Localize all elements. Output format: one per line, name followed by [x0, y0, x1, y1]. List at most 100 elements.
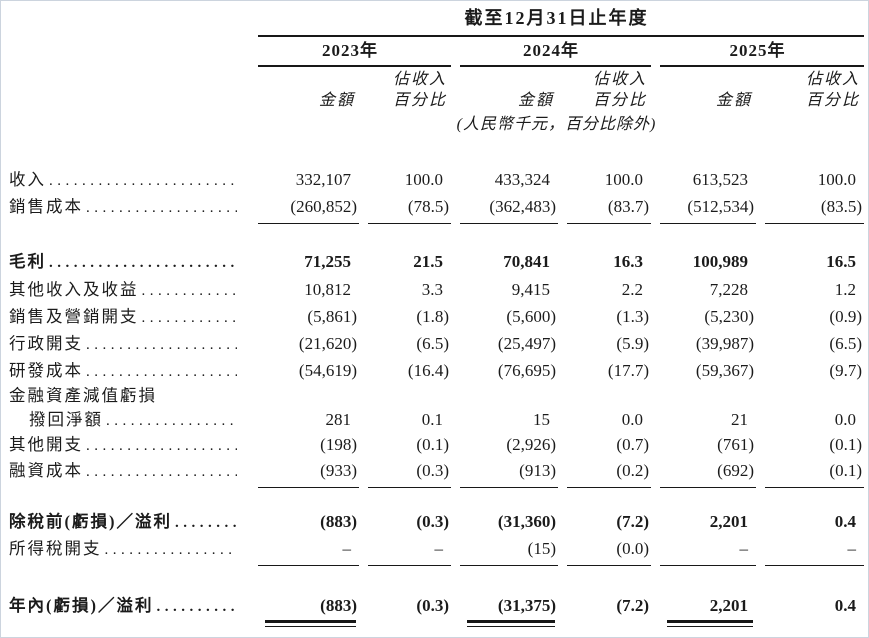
row-profit-for-year: 年內(虧損)／溢利...............................… [9, 592, 864, 619]
income-tax-amount-2023: – [342, 539, 352, 558]
row-income-tax: 所得稅開支...................................… [9, 536, 864, 562]
row-cost-of-sales-label: 銷售成本 [9, 197, 83, 216]
rd-costs-pct-2024: (17.7) [607, 361, 649, 380]
admin-expenses-pct-2023: (6.5) [416, 334, 449, 353]
other-income-pct-2025: 1.2 [834, 280, 856, 299]
rd-costs-amount-2025: (59,367) [695, 361, 754, 380]
finance-costs-pct-2024: (0.2) [616, 461, 649, 480]
row-impairment-header-label: 金融資產減值虧損 [9, 386, 157, 405]
leader-dots: ........................................… [156, 599, 238, 615]
impairment-reversal-amount-2023: 281 [325, 410, 352, 429]
other-expenses-pct-2023: (0.1) [416, 435, 449, 454]
year-2024-label: 2024年 [523, 41, 579, 60]
subheader-row-2: 金額 百分比 金額 百分比 金額 百分比 [9, 90, 864, 113]
other-income-amount-2023: 10,812 [304, 280, 351, 299]
double-rule-amount-2023 [249, 619, 359, 628]
unit-note: (人民幣千元，百分比除外) [456, 116, 657, 133]
cost-of-sales-pct-2023: (78.5) [407, 197, 449, 216]
gross-profit-pct-2024: 16.3 [613, 252, 643, 271]
row-selling-marketing-label: 銷售及營銷開支 [9, 307, 139, 326]
row-revenue: 收入......................................… [9, 166, 864, 193]
impairment-reversal-amount-2025: 21 [731, 410, 748, 429]
table-header-period: 截至12月31日止年度 [9, 6, 864, 33]
period-title-rule [249, 33, 864, 39]
revenue-amount-2024: 433,324 [494, 170, 550, 189]
leader-dots: ........................................… [49, 255, 237, 271]
row-impairment-header: 金融資產減值虧損 [9, 384, 864, 408]
leader-dots: ........................................… [175, 515, 237, 531]
double-rule-amount-2025 [651, 619, 756, 628]
admin-expenses-pct-2024: (5.9) [616, 334, 649, 353]
subheader-row-1: 佔收入 佔收入 佔收入 [9, 70, 864, 90]
finance-costs-amount-2025: (692) [717, 461, 754, 480]
year-header-row: 2023年 2024年 2025年 [9, 39, 864, 65]
admin-expenses-pct-2025: (6.5) [829, 334, 862, 353]
impairment-reversal-pct-2023: 0.1 [421, 410, 443, 429]
rd-costs-pct-2023: (16.4) [407, 361, 449, 380]
pct-header-line1-2023: 佔收入 [392, 71, 447, 88]
other-income-pct-2023: 3.3 [421, 280, 443, 299]
amount-header-2025: 金額 [715, 92, 752, 109]
gross-profit-amount-2024: 70,841 [503, 252, 550, 271]
cost-of-sales-pct-2024: (83.7) [607, 197, 649, 216]
subtotal-rule-row-3 [9, 562, 864, 570]
leader-dots: ........................................… [104, 542, 238, 558]
row-gross-profit-label: 毛利 [9, 252, 46, 271]
other-income-pct-2024: 2.2 [621, 280, 643, 299]
leader-dots: ........................................… [86, 200, 237, 216]
leader-dots: ........................................… [106, 413, 237, 429]
row-profit-for-year-label: 年內(虧損)／溢利 [9, 596, 154, 615]
profit-for-year-pct-2024: (7.2) [616, 596, 649, 615]
leader-dots: ........................................… [141, 283, 238, 299]
income-tax-amount-2025: – [739, 539, 749, 558]
revenue-amount-2025: 613,523 [692, 170, 748, 189]
selling-marketing-amount-2023: (5,861) [307, 307, 357, 326]
other-expenses-amount-2024: (2,926) [506, 435, 556, 454]
impairment-reversal-pct-2024: 0.0 [621, 410, 643, 429]
finance-costs-pct-2023: (0.3) [416, 461, 449, 480]
finance-costs-amount-2023: (933) [320, 461, 357, 480]
pct-header-line2-2024: 百分比 [592, 92, 647, 109]
row-gross-profit: 毛利......................................… [9, 248, 864, 276]
leader-dots: ........................................… [49, 173, 237, 189]
row-selling-marketing: 銷售及營銷開支.................................… [9, 303, 864, 330]
subtotal-rule-row-2 [9, 484, 864, 492]
gross-profit-amount-2023: 71,255 [304, 252, 351, 271]
period-title-rule-row [9, 33, 864, 39]
profit-for-year-pct-2025: 0.4 [834, 596, 856, 615]
finance-costs-amount-2024: (913) [519, 461, 556, 480]
profit-for-year-amount-2023: (883) [320, 596, 357, 615]
row-finance-costs: 融資成本....................................… [9, 458, 864, 484]
finance-costs-pct-2025: (0.1) [829, 461, 862, 480]
gross-profit-pct-2025: 16.5 [826, 252, 856, 271]
row-revenue-label: 收入 [9, 170, 46, 189]
income-tax-amount-2024: (15) [527, 539, 556, 558]
grand-total-rule-row [9, 619, 864, 628]
cost-of-sales-amount-2024: (362,483) [489, 197, 556, 216]
cost-of-sales-pct-2025: (83.5) [820, 197, 862, 216]
rd-costs-amount-2024: (76,695) [497, 361, 556, 380]
impairment-reversal-pct-2025: 0.0 [834, 410, 856, 429]
selling-marketing-pct-2023: (1.8) [416, 307, 449, 326]
admin-expenses-amount-2023: (21,620) [298, 334, 357, 353]
admin-expenses-amount-2024: (25,497) [497, 334, 556, 353]
revenue-pct-2023: 100.0 [404, 170, 443, 189]
year-2023-rule [249, 65, 451, 70]
period-title: 截至12月31日止年度 [464, 8, 649, 28]
other-expenses-amount-2023: (198) [320, 435, 357, 454]
row-profit-before-tax-label: 除稅前(虧損)／溢利 [9, 512, 172, 531]
profit-before-tax-pct-2024: (7.2) [616, 512, 649, 531]
pct-header-line2-2023: 百分比 [392, 92, 447, 109]
year-2024-rule [451, 65, 651, 70]
rd-costs-amount-2023: (54,619) [298, 361, 357, 380]
revenue-pct-2024: 100.0 [604, 170, 643, 189]
row-profit-before-tax: 除稅前(虧損)／溢利..............................… [9, 508, 864, 536]
impairment-reversal-amount-2024: 15 [533, 410, 550, 429]
leader-dots: ........................................… [141, 310, 238, 326]
selling-marketing-amount-2024: (5,600) [506, 307, 556, 326]
row-other-income-label: 其他收入及收益 [9, 280, 139, 299]
revenue-pct-2025: 100.0 [817, 170, 856, 189]
other-expenses-pct-2025: (0.1) [829, 435, 862, 454]
profit-before-tax-amount-2023: (883) [320, 512, 357, 531]
selling-marketing-pct-2024: (1.3) [616, 307, 649, 326]
